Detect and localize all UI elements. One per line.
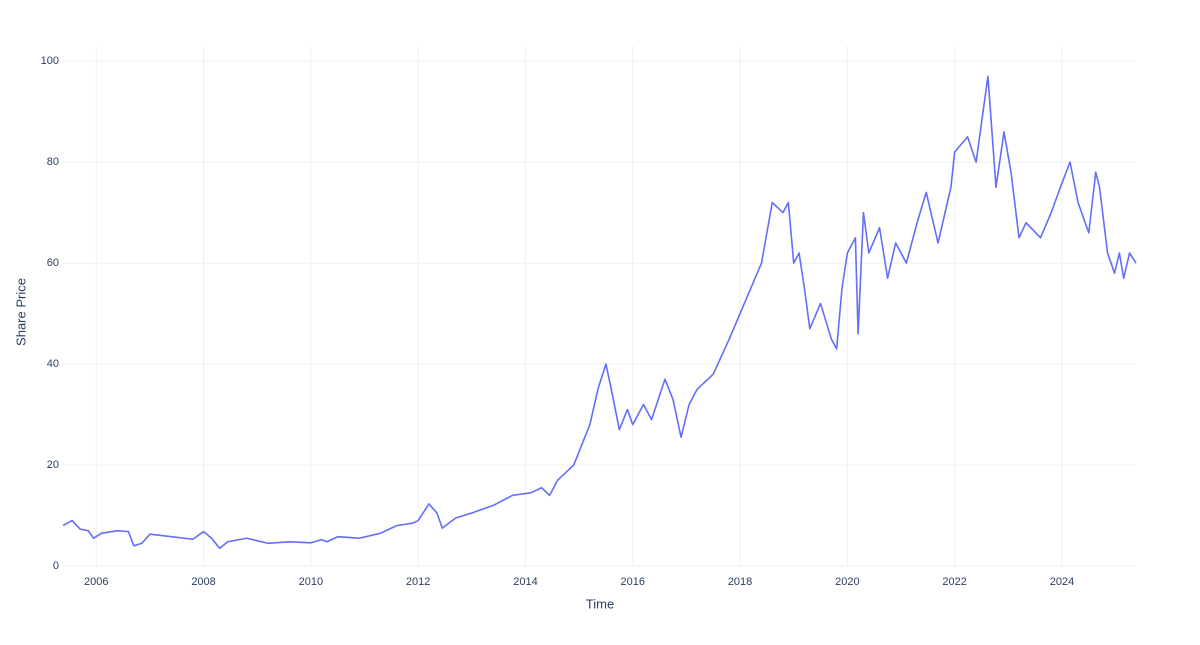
- x-tick-label: 2022: [942, 576, 966, 588]
- x-tick-label: 2006: [84, 576, 108, 588]
- x-tick-label: 2010: [299, 576, 323, 588]
- price-line: [62, 75, 1137, 550]
- y-tick-label: 20: [47, 459, 59, 471]
- x-tick-label: 2012: [406, 576, 430, 588]
- x-tick-label: 2016: [621, 576, 645, 588]
- y-tick-label: 0: [53, 560, 59, 572]
- x-tick-label: 2024: [1050, 576, 1074, 588]
- x-tick-label: 2020: [835, 576, 859, 588]
- x-axis-title: Time: [586, 596, 614, 611]
- y-tick-label: 60: [47, 257, 59, 269]
- x-tick-label: 2014: [513, 576, 537, 588]
- y-tick-label: 80: [47, 156, 59, 168]
- x-tick-label: 2008: [191, 576, 215, 588]
- y-tick-label: 100: [41, 55, 59, 67]
- y-axis-title: Share Price: [13, 278, 28, 346]
- y-tick-label: 40: [47, 358, 59, 370]
- x-tick-label: 2018: [728, 576, 752, 588]
